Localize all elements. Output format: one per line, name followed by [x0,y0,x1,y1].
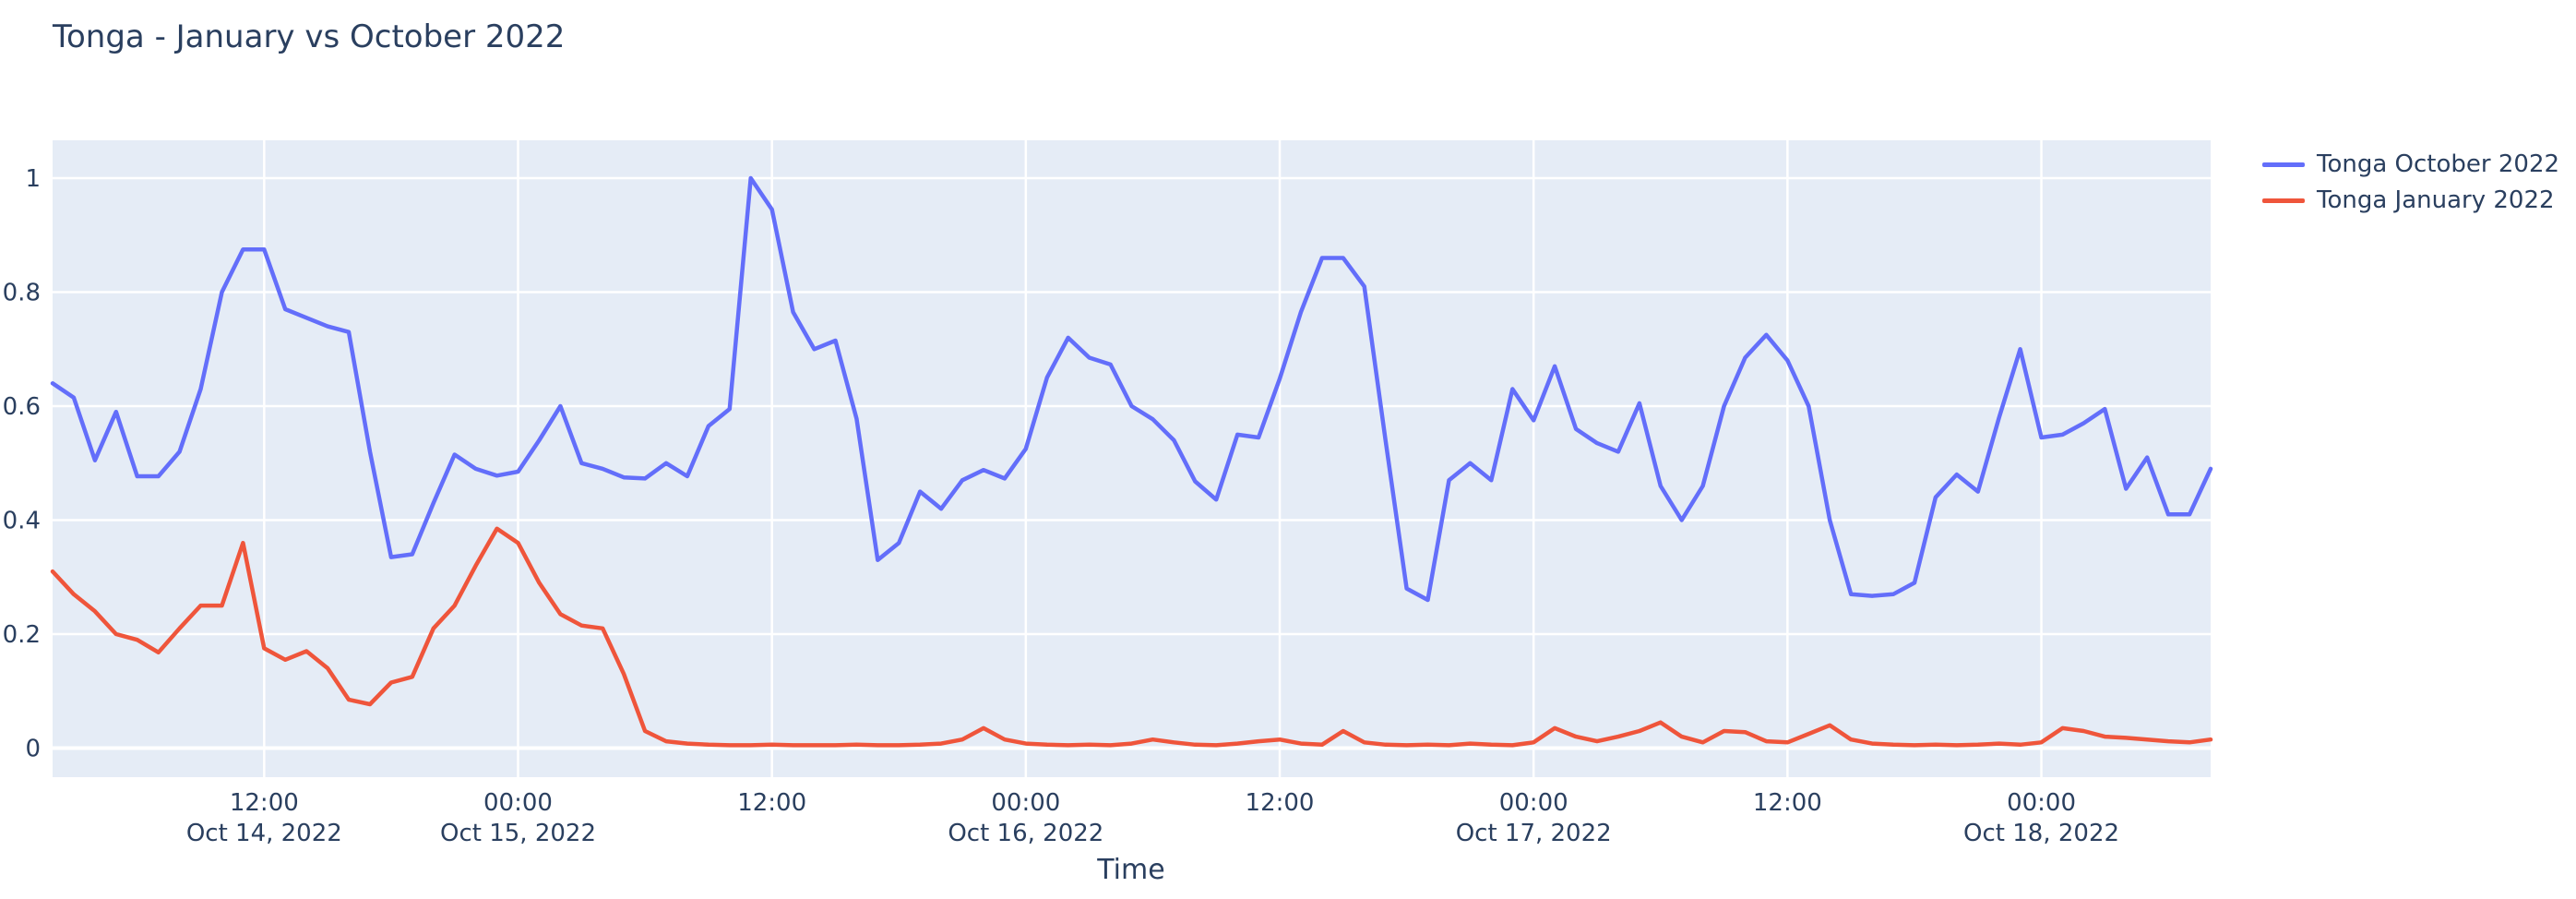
y-tick-label: 0.8 [3,280,41,307]
x-tick-date-label: Oct 18, 2022 [1963,820,2119,847]
x-tick-date-label: Oct 14, 2022 [186,820,342,847]
x-tick-date-label: Oct 15, 2022 [440,820,596,847]
x-tick-time-label: 00:00 [2007,789,2076,817]
y-tick-label: 1 [25,165,41,193]
x-tick-time-label: 00:00 [1499,789,1568,817]
x-tick-time-label: 12:00 [1246,789,1315,817]
y-tick-label: 0 [25,736,41,763]
legend-line-swatch [2262,198,2305,203]
x-tick-time-label: 12:00 [230,789,299,817]
y-tick-label: 0.2 [3,621,41,649]
y-tick-label: 0.4 [3,508,41,535]
legend-label: Tonga January 2022 [2317,186,2555,214]
legend-item-october[interactable]: Tonga October 2022 [2262,150,2559,178]
legend-label: Tonga October 2022 [2317,150,2560,178]
x-axis-title: Time [1097,854,1165,886]
series-line-january [50,526,2213,748]
x-tick-date-label: Oct 17, 2022 [1456,820,1612,847]
x-tick-time-label: 12:00 [1753,789,1822,817]
x-tick-time-label: 12:00 [737,789,806,817]
plot-area [53,140,2211,777]
x-tick-time-label: 00:00 [483,789,553,817]
x-tick-date-label: Oct 16, 2022 [948,820,1103,847]
y-tick-label: 0.6 [3,393,41,421]
legend: Tonga October 2022 Tonga January 2022 [2262,150,2559,214]
series-line-october [50,175,2213,603]
legend-item-january[interactable]: Tonga January 2022 [2262,186,2559,214]
chart-title: Tonga - January vs October 2022 [53,18,566,55]
x-tick-time-label: 00:00 [991,789,1060,817]
legend-line-swatch [2262,162,2305,167]
